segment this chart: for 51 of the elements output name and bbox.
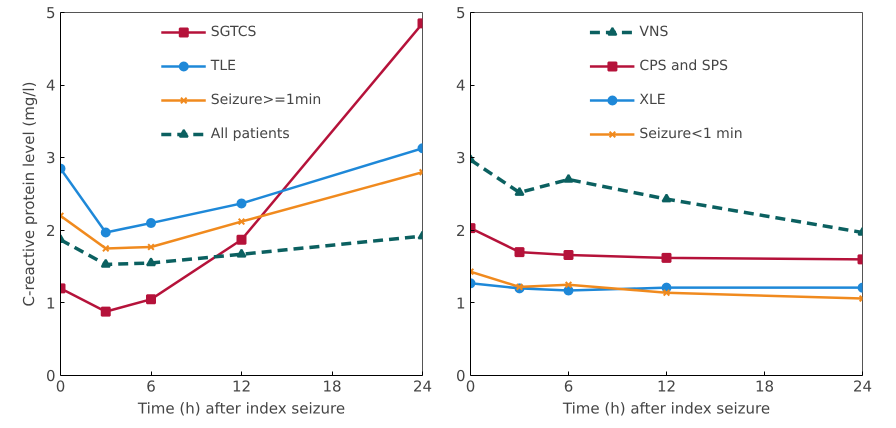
point [564, 286, 574, 296]
point [102, 244, 110, 252]
x-axis-title: Time (h) after index seizure [562, 400, 770, 418]
x-tick-label: 6 [146, 378, 156, 396]
x-tick-label: 18 [322, 378, 342, 396]
point [236, 248, 246, 258]
legend-label: SGTCS [210, 24, 256, 40]
point [516, 283, 524, 291]
y-tick-label: 1 [456, 294, 466, 312]
point [514, 247, 524, 258]
point [238, 218, 246, 226]
point [662, 288, 670, 297]
y-tick-label: 3 [456, 149, 466, 168]
x-tick-label: 24 [852, 378, 872, 396]
point [514, 186, 524, 196]
legend-label: All patients [210, 126, 290, 142]
x-tick-label: 12 [232, 378, 252, 396]
x-axis-title: Time (h) after index seizure [136, 400, 346, 418]
point [146, 218, 156, 228]
point [236, 234, 246, 245]
point [564, 280, 572, 289]
point [564, 250, 574, 260]
point [146, 257, 156, 266]
y-tick-label: 5 [456, 4, 466, 22]
y-tick-label: 4 [46, 76, 56, 95]
x-tick-label: 12 [656, 378, 676, 396]
legend-label: TLE [210, 58, 236, 74]
point [100, 306, 111, 317]
y-tick-label: 2 [46, 222, 56, 240]
y-tick-label: 1 [46, 294, 56, 312]
point [146, 294, 156, 304]
point [564, 174, 574, 183]
y-axis-title: C-reactive protein level (mg/l) [20, 82, 38, 306]
y-tick-label: 4 [456, 76, 466, 95]
point [100, 258, 111, 268]
point [662, 252, 672, 263]
y-tick-label: 2 [456, 222, 466, 240]
x-tick-label: 24 [412, 378, 432, 396]
legend-label: VNS [639, 24, 668, 40]
point [236, 198, 246, 208]
legend-label: Seizure>=1min [210, 92, 322, 108]
x-tick-label: 18 [754, 378, 774, 396]
point [100, 227, 111, 238]
legend-label: XLE [639, 92, 666, 108]
x-tick-label: 6 [564, 378, 574, 396]
point [662, 193, 672, 202]
legend-label: CPS and SPS [639, 58, 728, 74]
y-tick-label: 5 [46, 4, 56, 22]
y-tick-label: 3 [46, 149, 56, 168]
point [147, 243, 155, 251]
legend-label: Seizure<1 min [639, 126, 743, 142]
